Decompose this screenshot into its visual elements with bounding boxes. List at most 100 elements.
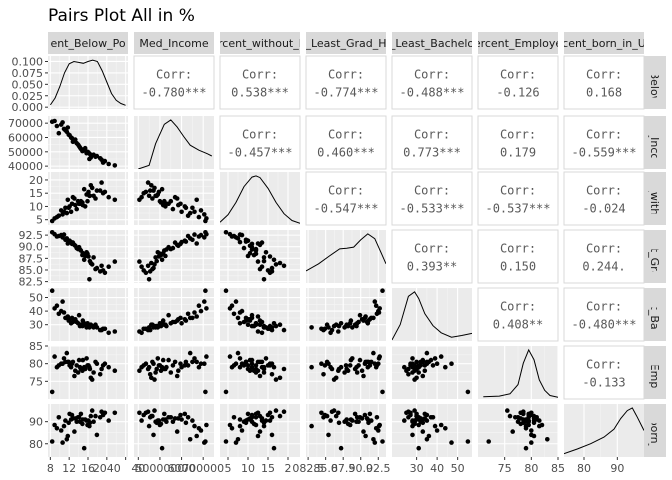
scatter-point: [273, 262, 279, 267]
scatter-point: [233, 299, 239, 304]
density-curve: [392, 291, 472, 341]
scatter-point: [247, 250, 253, 256]
scatter-point: [141, 326, 146, 332]
scatter-point: [88, 413, 94, 419]
panel-6-5: [478, 404, 559, 457]
scatter-points-5-0: [49, 350, 118, 395]
scatter-point: [60, 440, 65, 445]
scatter-point: [49, 389, 55, 395]
column-strip-5: ercent_Employe: [478, 32, 558, 54]
scatter-point: [243, 420, 249, 426]
scatter-point: [380, 439, 385, 444]
scatter-point: [259, 319, 265, 325]
scatter-point: [178, 361, 183, 367]
scatter-point: [86, 189, 91, 195]
scatter-point: [410, 432, 415, 438]
scatter-point: [87, 151, 93, 157]
scatter-point: [465, 439, 471, 444]
scatter-point: [194, 241, 199, 246]
scatter-point: [192, 232, 197, 237]
scatter-point: [376, 423, 382, 429]
panel-background: [564, 404, 644, 457]
panel-background: [477, 229, 559, 284]
scatter-point: [322, 326, 328, 332]
scatter-point: [249, 361, 255, 367]
strip-label: east_Grad: [648, 229, 661, 285]
y-tick-label: 0.000: [12, 101, 44, 114]
column-strip-1: Med_Income: [134, 32, 214, 54]
scatter-point: [174, 373, 180, 379]
scatter-point: [60, 299, 65, 304]
scatter-point: [178, 315, 183, 321]
x-tick-label: 5000000: [135, 462, 184, 475]
scatter-point: [328, 418, 333, 423]
scatter-point: [359, 416, 365, 421]
corr-label: Corr:: [500, 184, 536, 198]
panel-background: [563, 287, 645, 342]
scatter-point: [154, 323, 159, 329]
scatter-point: [271, 445, 277, 451]
scatter-point: [322, 412, 328, 418]
scatter-point: [66, 239, 71, 244]
panel-1-6: [563, 115, 645, 170]
scatter-point: [196, 303, 202, 309]
panel-0-4: [391, 55, 473, 110]
scatter-point: [185, 311, 191, 317]
panel-5-1: [134, 345, 214, 399]
scatter-point: [139, 418, 144, 423]
scatter-point: [338, 445, 344, 451]
scatter-point: [159, 257, 165, 263]
scatter-point: [523, 426, 529, 431]
y-tick-label: 60000: [8, 131, 43, 144]
strip-background: [478, 32, 558, 54]
scatter-point: [366, 318, 371, 323]
x-tick-label: 082.5: [292, 462, 324, 475]
panel-4-3: [306, 288, 386, 341]
scatter-point: [449, 361, 454, 367]
scatter-point: [61, 126, 67, 132]
scatter-point: [91, 370, 96, 375]
scatter-points-5-3: [309, 350, 385, 395]
scatter-point: [267, 363, 273, 368]
scatter-point: [367, 363, 373, 368]
scatter-point: [253, 251, 259, 256]
y-tick-label: 92.5: [19, 229, 44, 242]
scatter-point: [243, 239, 249, 244]
scatter-point: [106, 418, 111, 423]
scatter-point: [89, 408, 95, 413]
x-tick-label: 30: [410, 462, 424, 475]
x-tick-label: 50: [451, 462, 465, 475]
scatter-point: [112, 163, 118, 168]
density-curve: [49, 59, 126, 106]
panel-3-4: [391, 229, 473, 284]
scatter-point: [449, 440, 454, 445]
scatter-point: [348, 417, 354, 422]
scatter-point: [100, 160, 106, 165]
scatter-point: [88, 155, 94, 160]
scatter-point: [261, 258, 267, 264]
scatter-point: [77, 364, 83, 370]
y-tick-label: 30: [29, 319, 43, 332]
panel-0-3: [305, 55, 387, 110]
scatter-point: [424, 361, 430, 367]
scatter-point: [179, 209, 184, 215]
scatter-point: [49, 288, 55, 294]
scatter-point: [416, 363, 422, 368]
scatter-point: [198, 361, 204, 367]
scatter-point: [343, 363, 349, 368]
corr-value: 0.244.: [582, 260, 625, 274]
scatter-point: [58, 122, 64, 127]
corr-value: 0.150: [500, 260, 536, 274]
scatter-point: [100, 268, 106, 273]
scatter-point: [196, 234, 202, 239]
scatter-point: [63, 418, 68, 423]
scatter-point: [269, 432, 275, 438]
scatter-point: [271, 257, 277, 263]
scatter-point: [139, 264, 144, 270]
scatter-point: [112, 259, 118, 264]
scatter-point: [54, 234, 60, 239]
scatter-point: [237, 364, 243, 370]
strip-background: [644, 230, 666, 283]
panel-5-2: [220, 345, 300, 399]
column-strip-0: ent_Below_Po: [48, 32, 128, 54]
